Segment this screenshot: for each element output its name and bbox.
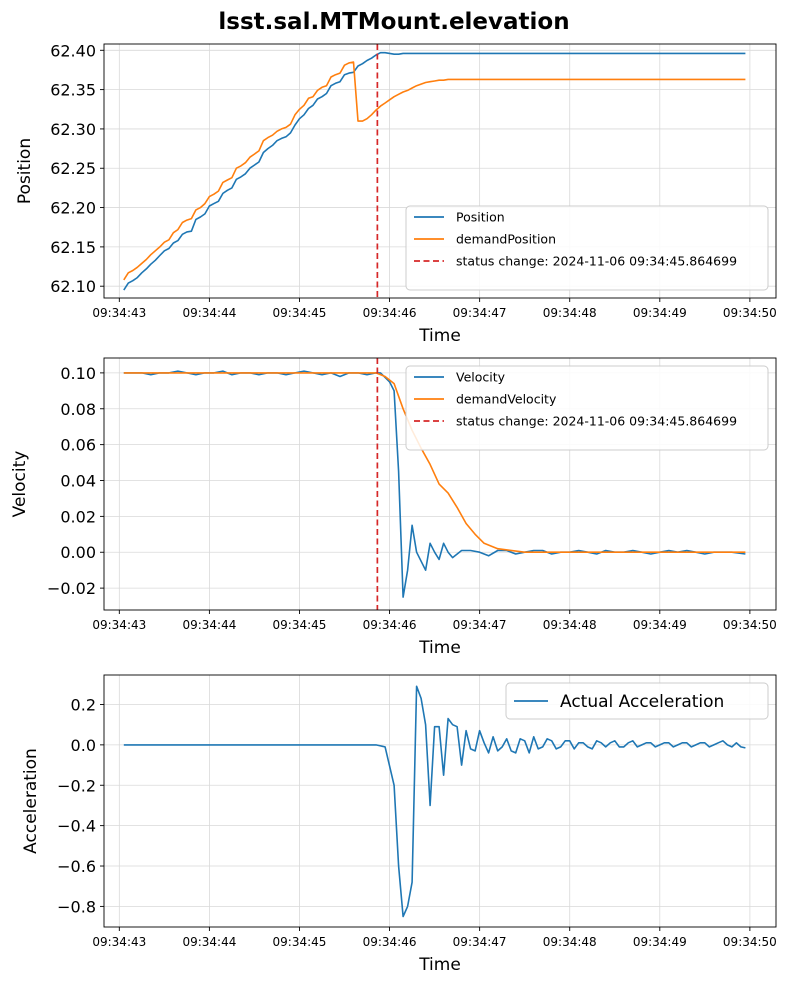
x-tick-label: 09:34:44 <box>182 618 236 632</box>
legend-entry-Actual Acceleration-label: Actual Acceleration <box>560 692 724 712</box>
y-tick-label: −0.02 <box>47 579 96 598</box>
axes-frame <box>103 43 777 299</box>
x-tick-label: 09:34:50 <box>723 306 777 320</box>
legend-box <box>405 365 769 451</box>
y-tick-label: 62.30 <box>50 120 96 139</box>
x-tick-label: 09:34:47 <box>453 935 507 949</box>
x-tick-label: 09:34:43 <box>92 935 146 949</box>
x-tick-label: 09:34:45 <box>273 618 327 632</box>
x-axis-label: Time <box>418 955 461 975</box>
y-tick-label: −0.4 <box>57 817 96 836</box>
series-line-demandVelocity <box>123 372 746 554</box>
series-line-Position <box>123 51 746 291</box>
y-tick-label: 62.15 <box>50 238 96 257</box>
x-tick-label: 09:34:45 <box>273 935 327 949</box>
x-tick-label: 09:34:46 <box>363 306 417 320</box>
x-tick-label: 09:34:47 <box>453 306 507 320</box>
x-tick-label: 09:34:44 <box>182 935 236 949</box>
legend-entry-Velocity-label: Velocity <box>456 370 506 385</box>
y-tick-label: 62.40 <box>50 41 96 60</box>
x-tick-label: 09:34:44 <box>182 306 236 320</box>
y-axis-label: Acceleration <box>21 748 41 854</box>
legend: Actual Acceleration <box>505 682 769 720</box>
axes-frame <box>103 674 777 928</box>
x-tick-label: 09:34:43 <box>92 618 146 632</box>
x-tick-label: 09:34:46 <box>363 618 417 632</box>
x-tick-label: 09:34:49 <box>633 306 687 320</box>
plot-area <box>123 685 746 918</box>
legend-box <box>405 205 769 291</box>
y-tick-label: 0.0 <box>71 736 96 755</box>
legend-entry-demandPosition-label: demandPosition <box>456 232 556 247</box>
x-tick-label: 09:34:46 <box>363 935 417 949</box>
x-tick-label: 09:34:49 <box>633 618 687 632</box>
y-tick-label: −0.6 <box>57 857 96 876</box>
x-tick-label: 09:34:48 <box>543 306 597 320</box>
y-tick-label: −0.8 <box>57 897 96 916</box>
legend-entry-status-change-label: status change: 2024-11-06 09:34:45.86469… <box>456 414 737 429</box>
y-tick-label: 62.10 <box>50 277 96 296</box>
chart-panel-3: 09:34:43 09:34:44 09:34:45 09:34:46 09:34:47… <box>21 674 777 975</box>
x-axis-label: Time <box>418 638 461 658</box>
x-tick-label: 09:34:43 <box>92 306 146 320</box>
y-tick-label: 62.25 <box>50 159 96 178</box>
x-axis-label: Time <box>418 326 461 346</box>
y-tick-label: 0.04 <box>60 472 96 491</box>
y-tick-label: 0.2 <box>71 695 96 714</box>
y-tick-label: 0.00 <box>60 543 96 562</box>
axes-frame <box>103 357 777 611</box>
legend-entry-demandVelocity-label: demandVelocity <box>456 392 557 407</box>
y-tick-label: 0.10 <box>60 364 96 383</box>
x-tick-label: 09:34:47 <box>453 618 507 632</box>
legend: Velocity demandVelocity status change: 202… <box>405 365 769 451</box>
y-tick-label: 0.06 <box>60 436 96 455</box>
y-tick-label: −0.2 <box>57 776 96 795</box>
series-line-demandPosition <box>123 61 746 281</box>
plots: 09:34:43 09:34:44 09:34:45 09:34:46 09:34:47… <box>10 41 777 975</box>
y-axis-label: Velocity <box>10 451 30 518</box>
x-tick-label: 09:34:50 <box>723 935 777 949</box>
legend-entry-status-change-label: status change: 2024-11-06 09:34:45.86469… <box>456 254 737 269</box>
y-tick-label: 62.20 <box>50 199 96 218</box>
chart-panel-1: 09:34:43 09:34:44 09:34:45 09:34:46 09:34:47… <box>15 41 777 346</box>
chart-panel-2: 09:34:43 09:34:44 09:34:45 09:34:46 09:34:47… <box>10 357 777 658</box>
y-tick-label: 62.35 <box>50 81 96 100</box>
legend-entry-Position-label: Position <box>456 210 505 225</box>
figure-title: lsst.sal.MTMount.elevation <box>218 9 569 35</box>
plot-area <box>123 44 746 298</box>
x-tick-label: 09:34:48 <box>543 935 597 949</box>
x-tick-label: 09:34:50 <box>723 618 777 632</box>
x-tick-label: 09:34:49 <box>633 935 687 949</box>
y-axis-label: Position <box>15 138 35 204</box>
series-line-Actual Acceleration <box>123 685 746 918</box>
legend: Position demandPosition status change: 202… <box>405 205 769 291</box>
plot-area <box>123 358 746 610</box>
x-tick-label: 09:34:45 <box>273 306 327 320</box>
legend-box <box>505 682 769 720</box>
y-tick-label: 0.02 <box>60 507 96 526</box>
y-tick-label: 0.08 <box>60 400 96 419</box>
x-tick-label: 09:34:48 <box>543 618 597 632</box>
